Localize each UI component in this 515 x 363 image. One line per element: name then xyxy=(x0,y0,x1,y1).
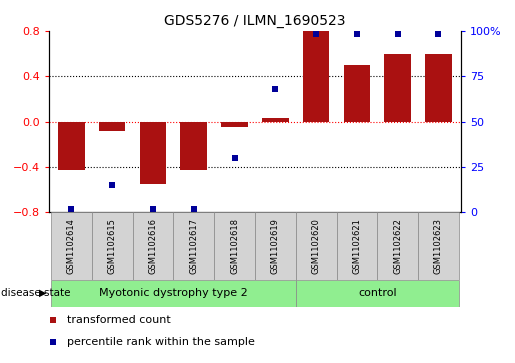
Bar xyxy=(296,212,336,280)
Bar xyxy=(58,122,84,170)
Text: disease state: disease state xyxy=(1,288,70,298)
Point xyxy=(230,155,238,161)
Bar xyxy=(344,65,370,122)
Text: control: control xyxy=(358,288,397,298)
Bar xyxy=(214,212,255,280)
Bar xyxy=(221,122,248,127)
Bar xyxy=(92,212,132,280)
Point xyxy=(190,206,198,212)
Point xyxy=(312,32,320,37)
Bar xyxy=(425,53,452,122)
Point xyxy=(108,182,116,188)
Bar xyxy=(99,122,126,131)
Point xyxy=(271,86,280,92)
Text: GSM1102621: GSM1102621 xyxy=(352,218,362,274)
Point xyxy=(288,220,297,226)
Bar xyxy=(140,122,166,184)
Text: GSM1102622: GSM1102622 xyxy=(393,218,402,274)
Text: Myotonic dystrophy type 2: Myotonic dystrophy type 2 xyxy=(99,288,248,298)
Text: GSM1102618: GSM1102618 xyxy=(230,218,239,274)
Point xyxy=(434,32,442,37)
Text: percentile rank within the sample: percentile rank within the sample xyxy=(67,337,255,347)
Text: transformed count: transformed count xyxy=(67,315,171,325)
Text: GSM1102620: GSM1102620 xyxy=(312,218,321,274)
Point xyxy=(353,32,361,37)
Bar xyxy=(418,212,459,280)
Text: GSM1102619: GSM1102619 xyxy=(271,218,280,274)
Text: GSM1102617: GSM1102617 xyxy=(189,218,198,274)
Bar xyxy=(174,212,214,280)
Bar xyxy=(377,212,418,280)
Bar xyxy=(180,122,207,170)
Bar xyxy=(51,212,92,280)
Bar xyxy=(296,280,459,307)
Text: ▶: ▶ xyxy=(39,288,46,298)
Text: GSM1102615: GSM1102615 xyxy=(108,218,117,274)
Bar xyxy=(51,280,296,307)
Title: GDS5276 / ILMN_1690523: GDS5276 / ILMN_1690523 xyxy=(164,15,346,28)
Bar xyxy=(303,31,330,122)
Text: GSM1102623: GSM1102623 xyxy=(434,218,443,274)
Bar xyxy=(336,212,377,280)
Point xyxy=(393,32,402,37)
Point xyxy=(67,206,76,212)
Bar xyxy=(384,53,411,122)
Text: GSM1102614: GSM1102614 xyxy=(67,218,76,274)
Bar xyxy=(255,212,296,280)
Point xyxy=(288,19,297,24)
Point xyxy=(149,206,157,212)
Bar xyxy=(262,118,288,122)
Text: GSM1102616: GSM1102616 xyxy=(148,218,158,274)
Bar xyxy=(132,212,174,280)
